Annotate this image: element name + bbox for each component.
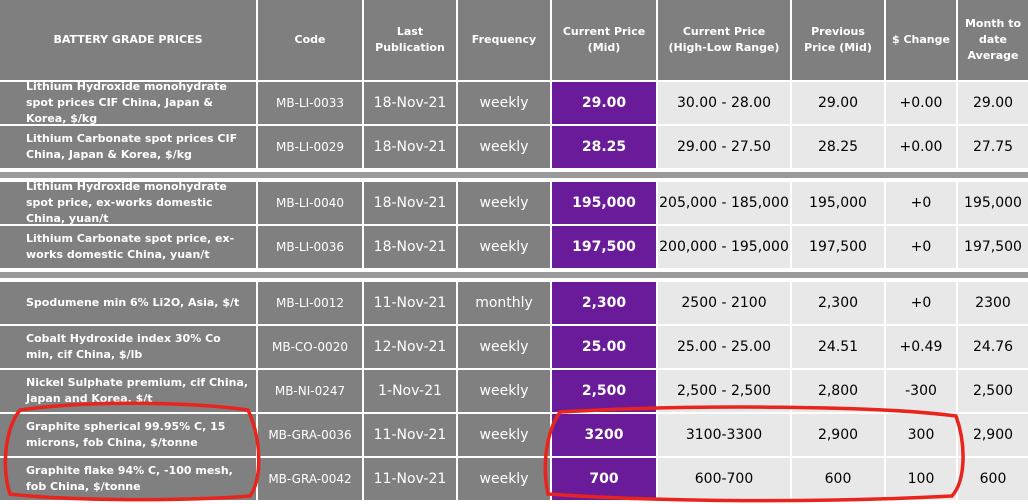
publication-date: 11-Nov-21	[364, 282, 456, 324]
price-range: 600-700	[658, 458, 790, 500]
publication-date: 18-Nov-21	[364, 82, 456, 124]
price-change: 300	[886, 414, 956, 456]
publication-date: 1-Nov-21	[364, 370, 456, 412]
price-change: +0.49	[886, 326, 956, 368]
publication-date: 11-Nov-21	[364, 414, 456, 456]
previous-price: 600	[792, 458, 884, 500]
price-range: 3100-3300	[658, 414, 790, 456]
month-average: 2,500	[958, 370, 1028, 412]
product-name: Spodumene min 6% Li2O, Asia, $/t	[0, 282, 256, 324]
product-name: Lithium Hydroxide monohydrate spot price…	[0, 182, 256, 224]
previous-price: 2,900	[792, 414, 884, 456]
price-change: +0	[886, 182, 956, 224]
product-name: Nickel Sulphate premium, cif China, Japa…	[0, 370, 256, 412]
price-change: +0.00	[886, 126, 956, 168]
current-price: 28.25	[552, 126, 656, 168]
publication-date: 18-Nov-21	[364, 126, 456, 168]
code: MB-GRA-0036	[258, 414, 362, 456]
column-header: Previous Price (Mid)	[792, 0, 884, 80]
column-header: BATTERY GRADE PRICES	[0, 0, 256, 80]
product-name: Cobalt Hydroxide index 30% Co min, cif C…	[0, 326, 256, 368]
column-header: Frequency	[458, 0, 550, 80]
product-name: Lithium Carbonate spot price, ex-works d…	[0, 226, 256, 268]
previous-price: 24.51	[792, 326, 884, 368]
previous-price: 2,300	[792, 282, 884, 324]
month-average: 600	[958, 458, 1028, 500]
month-average: 2300	[958, 282, 1028, 324]
frequency: weekly	[458, 226, 550, 268]
price-range: 25.00 - 25.00	[658, 326, 790, 368]
month-average: 195,000	[958, 182, 1028, 224]
code: MB-LI-0033	[258, 82, 362, 124]
month-average: 2,900	[958, 414, 1028, 456]
product-name: Graphite flake 94% C, -100 mesh, fob Chi…	[0, 458, 256, 500]
previous-price: 29.00	[792, 82, 884, 124]
price-change: 100	[886, 458, 956, 500]
current-price: 700	[552, 458, 656, 500]
code: MB-LI-0012	[258, 282, 362, 324]
column-header: Month to date Average	[958, 0, 1028, 80]
frequency: monthly	[458, 282, 550, 324]
publication-date: 12-Nov-21	[364, 326, 456, 368]
frequency: weekly	[458, 370, 550, 412]
frequency: weekly	[458, 82, 550, 124]
previous-price: 197,500	[792, 226, 884, 268]
code: MB-GRA-0042	[258, 458, 362, 500]
price-change: +0	[886, 226, 956, 268]
price-change: +0.00	[886, 82, 956, 124]
column-header: Current Price (High-Low Range)	[658, 0, 790, 80]
code: MB-NI-0247	[258, 370, 362, 412]
frequency: weekly	[458, 326, 550, 368]
price-change: -300	[886, 370, 956, 412]
column-header: Code	[258, 0, 362, 80]
publication-date: 18-Nov-21	[364, 226, 456, 268]
column-header: Last Publication	[364, 0, 456, 80]
product-name: Lithium Carbonate spot prices CIF China,…	[0, 126, 256, 168]
previous-price: 2,800	[792, 370, 884, 412]
product-name: Lithium Hydroxide monohydrate spot price…	[0, 82, 256, 124]
current-price: 3200	[552, 414, 656, 456]
column-header: Current Price (Mid)	[552, 0, 656, 80]
frequency: weekly	[458, 182, 550, 224]
month-average: 27.75	[958, 126, 1028, 168]
code: MB-LI-0040	[258, 182, 362, 224]
frequency: weekly	[458, 414, 550, 456]
price-range: 30.00 - 28.00	[658, 82, 790, 124]
price-range: 205,000 - 185,000	[658, 182, 790, 224]
current-price: 29.00	[552, 82, 656, 124]
frequency: weekly	[458, 458, 550, 500]
product-name: Graphite spherical 99.95% C, 15 microns,…	[0, 414, 256, 456]
price-range: 2,500 - 2,500	[658, 370, 790, 412]
month-average: 197,500	[958, 226, 1028, 268]
code: MB-LI-0036	[258, 226, 362, 268]
current-price: 2,300	[552, 282, 656, 324]
column-header: $ Change	[886, 0, 956, 80]
code: MB-CO-0020	[258, 326, 362, 368]
publication-date: 11-Nov-21	[364, 458, 456, 500]
current-price: 25.00	[552, 326, 656, 368]
price-range: 29.00 - 27.50	[658, 126, 790, 168]
price-range: 200,000 - 195,000	[658, 226, 790, 268]
frequency: weekly	[458, 126, 550, 168]
previous-price: 195,000	[792, 182, 884, 224]
current-price: 2,500	[552, 370, 656, 412]
group-separator	[0, 172, 1028, 178]
price-change: +0	[886, 282, 956, 324]
current-price: 195,000	[552, 182, 656, 224]
price-range: 2500 - 2100	[658, 282, 790, 324]
group-separator	[0, 272, 1028, 278]
current-price: 197,500	[552, 226, 656, 268]
month-average: 24.76	[958, 326, 1028, 368]
month-average: 29.00	[958, 82, 1028, 124]
publication-date: 18-Nov-21	[364, 182, 456, 224]
previous-price: 28.25	[792, 126, 884, 168]
code: MB-LI-0029	[258, 126, 362, 168]
